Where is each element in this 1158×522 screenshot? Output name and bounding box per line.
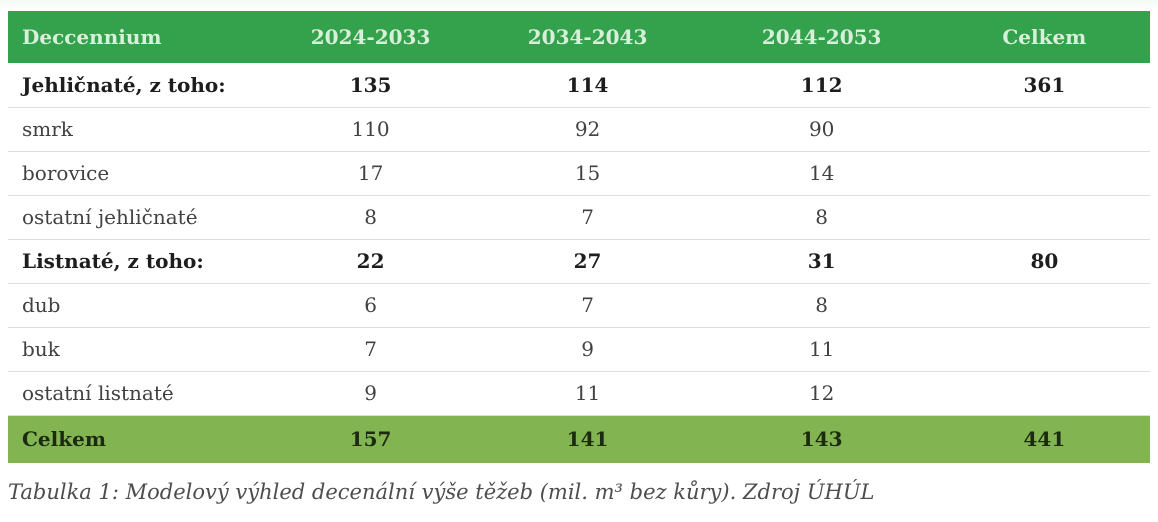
row-label-cell: borovice <box>22 161 110 185</box>
value-cell: 135 <box>349 72 392 97</box>
table-row-smrk: smrk 110 92 90 <box>8 107 1150 151</box>
row-label-cell: Jehličnaté, z toho: <box>22 72 226 97</box>
value-cell: 22 <box>356 249 385 273</box>
col-header-2024-2033: 2024-2033 <box>310 25 431 49</box>
value-cell: 11 <box>574 381 601 405</box>
table-row-ostatni-listnate: ostatní listnaté 9 11 12 <box>8 371 1150 415</box>
value-cell: 17 <box>357 161 384 185</box>
value-cell <box>939 151 1150 195</box>
value-cell: 11 <box>808 337 835 361</box>
value-cell: 31 <box>807 249 836 273</box>
value-cell: 114 <box>566 72 609 97</box>
value-cell: 92 <box>574 117 601 141</box>
value-cell: 7 <box>581 293 594 317</box>
value-cell: 110 <box>351 117 390 141</box>
value-cell: 361 <box>1023 72 1066 97</box>
value-cell: 15 <box>574 161 601 185</box>
value-cell: 27 <box>573 249 602 273</box>
row-label-cell: smrk <box>22 117 73 141</box>
value-cell: 12 <box>808 381 835 405</box>
value-cell: 7 <box>364 337 377 361</box>
value-cell: 9 <box>364 381 377 405</box>
value-cell: 441 <box>1023 427 1066 452</box>
col-header-2034-2043: 2034-2043 <box>527 25 648 49</box>
value-cell: 80 <box>1030 249 1059 273</box>
table-row-buk: buk 7 9 11 <box>8 327 1150 371</box>
table-row-dub: dub 6 7 8 <box>8 283 1150 327</box>
value-cell: 8 <box>815 293 829 317</box>
row-label-cell: dub <box>22 293 61 317</box>
table-row-jehlicnate: Jehličnaté, z toho: 135 114 112 361 <box>8 63 1150 107</box>
table-row-borovice: borovice 17 15 14 <box>8 151 1150 195</box>
value-cell <box>939 283 1150 327</box>
col-header-deccennium: Deccennium <box>22 25 162 49</box>
value-cell: 90 <box>808 117 835 141</box>
value-cell <box>939 327 1150 371</box>
value-cell: 143 <box>800 427 843 452</box>
value-cell: 6 <box>364 293 377 317</box>
table-row-ostatni-jehlicnate: ostatní jehličnaté 8 7 8 <box>8 195 1150 239</box>
value-cell: 8 <box>815 205 829 229</box>
value-cell: 8 <box>364 205 377 229</box>
table-row-celkem-total: Celkem 157 141 143 441 <box>8 415 1150 463</box>
row-label-cell: Listnaté, z toho: <box>22 249 204 273</box>
value-cell <box>939 371 1150 415</box>
table-caption: Tabulka 1: Modelový výhled decenální výš… <box>8 480 875 504</box>
table-row-listnate: Listnaté, z toho: 22 27 31 80 <box>8 239 1150 283</box>
value-cell <box>939 195 1150 239</box>
row-label-cell: ostatní jehličnaté <box>22 205 198 229</box>
value-cell: 9 <box>581 337 594 361</box>
table-header-row: Deccennium 2024-2033 2034-2043 2044-2053… <box>8 11 1150 63</box>
row-label-cell: Celkem <box>22 427 106 452</box>
value-cell <box>939 107 1150 151</box>
value-cell: 112 <box>800 72 843 97</box>
value-cell: 141 <box>566 427 609 452</box>
row-label-cell: ostatní listnaté <box>22 381 174 405</box>
harvest-forecast-table: Deccennium 2024-2033 2034-2043 2044-2053… <box>8 11 1150 463</box>
col-header-2044-2053: 2044-2053 <box>761 25 882 49</box>
value-cell: 157 <box>349 427 392 452</box>
col-header-celkem: Celkem <box>1002 25 1087 49</box>
row-label-cell: buk <box>22 337 60 361</box>
value-cell: 7 <box>581 205 594 229</box>
value-cell: 14 <box>808 161 835 185</box>
